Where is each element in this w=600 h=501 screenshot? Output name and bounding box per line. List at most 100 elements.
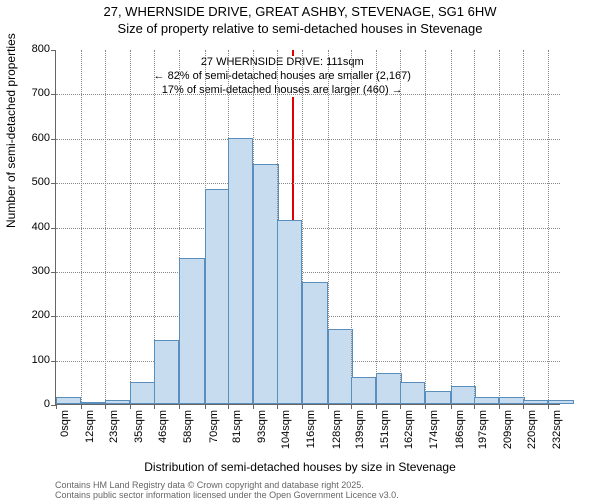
- gridline-v: [499, 50, 500, 404]
- xtick-label: 35sqm: [133, 410, 145, 460]
- ytick-label: 200: [10, 309, 50, 321]
- xtick-mark: [81, 404, 82, 409]
- xtick-mark: [351, 404, 352, 409]
- ytick-mark: [51, 94, 56, 95]
- bar: [81, 402, 106, 404]
- bar: [400, 382, 425, 404]
- bar: [228, 138, 253, 404]
- gridline-h: [56, 228, 560, 229]
- xtick-label: 128sqm: [331, 410, 343, 460]
- xtick-mark: [451, 404, 452, 409]
- gridline-v: [81, 50, 82, 404]
- xtick-label: 232sqm: [551, 410, 563, 460]
- xtick-mark: [105, 404, 106, 409]
- xtick-mark: [205, 404, 206, 409]
- bar: [451, 386, 476, 404]
- xtick-label: 58sqm: [182, 410, 194, 460]
- bar: [105, 400, 130, 404]
- xtick-label: 139sqm: [354, 410, 366, 460]
- bar: [154, 340, 179, 404]
- gridline-v: [425, 50, 426, 404]
- bar: [376, 373, 401, 404]
- bar: [302, 282, 327, 404]
- gridline-v: [451, 50, 452, 404]
- xtick-mark: [425, 404, 426, 409]
- x-axis-label: Distribution of semi-detached houses by …: [0, 460, 600, 474]
- xtick-label: 12sqm: [84, 410, 96, 460]
- xtick-label: 209sqm: [502, 410, 514, 460]
- xtick-label: 23sqm: [108, 410, 120, 460]
- gridline-v: [548, 50, 549, 404]
- xtick-mark: [253, 404, 254, 409]
- ytick-label: 600: [10, 132, 50, 144]
- ytick-mark: [51, 139, 56, 140]
- ytick-mark: [51, 50, 56, 51]
- xtick-mark: [499, 404, 500, 409]
- page-subtitle: Size of property relative to semi-detach…: [0, 21, 600, 36]
- gridline-h: [56, 272, 560, 273]
- xtick-mark: [400, 404, 401, 409]
- ytick-label: 800: [10, 43, 50, 55]
- ytick-mark: [51, 361, 56, 362]
- xtick-label: 174sqm: [428, 410, 440, 460]
- annotation-box: 27 WHERNSIDE DRIVE: 111sqm ← 82% of semi…: [154, 56, 411, 97]
- page-title: 27, WHERNSIDE DRIVE, GREAT ASHBY, STEVEN…: [0, 4, 600, 19]
- xtick-mark: [179, 404, 180, 409]
- ytick-mark: [51, 183, 56, 184]
- bar: [425, 391, 450, 404]
- xtick-mark: [474, 404, 475, 409]
- ytick-label: 400: [10, 221, 50, 233]
- xtick-label: 186sqm: [454, 410, 466, 460]
- gridline-v: [523, 50, 524, 404]
- xtick-label: 220sqm: [526, 410, 538, 460]
- bar: [523, 400, 548, 404]
- bar: [548, 400, 573, 404]
- xtick-label: 70sqm: [208, 410, 220, 460]
- gridline-h: [56, 139, 560, 140]
- xtick-mark: [548, 404, 549, 409]
- bar: [130, 382, 155, 404]
- ytick-mark: [51, 272, 56, 273]
- y-axis-label: Number of semi-detached properties: [4, 33, 18, 228]
- xtick-mark: [328, 404, 329, 409]
- ytick-mark: [51, 316, 56, 317]
- gridline-v: [400, 50, 401, 404]
- xtick-mark: [130, 404, 131, 409]
- ytick-label: 300: [10, 265, 50, 277]
- ytick-label: 700: [10, 87, 50, 99]
- histogram-plot: 27 WHERNSIDE DRIVE: 111sqm ← 82% of semi…: [55, 50, 560, 405]
- gridline-v: [105, 50, 106, 404]
- bar: [205, 189, 230, 404]
- xtick-label: 46sqm: [157, 410, 169, 460]
- annotation-line: 27 WHERNSIDE DRIVE: 111sqm: [154, 56, 411, 70]
- attribution-line: Contains public sector information licen…: [55, 490, 399, 500]
- gridline-v: [130, 50, 131, 404]
- bar: [179, 258, 204, 404]
- ytick-label: 0: [10, 398, 50, 410]
- xtick-mark: [302, 404, 303, 409]
- bar: [474, 397, 499, 404]
- bar: [253, 164, 278, 404]
- attribution-line: Contains HM Land Registry data © Crown c…: [55, 480, 399, 490]
- bar: [351, 377, 376, 404]
- bar: [328, 329, 353, 404]
- xtick-mark: [228, 404, 229, 409]
- ytick-mark: [51, 228, 56, 229]
- xtick-label: 104sqm: [280, 410, 292, 460]
- xtick-mark: [154, 404, 155, 409]
- gridline-v: [351, 50, 352, 404]
- gridline-v: [474, 50, 475, 404]
- ytick-label: 100: [10, 354, 50, 366]
- attribution: Contains HM Land Registry data © Crown c…: [55, 480, 399, 501]
- gridline-h: [56, 94, 560, 95]
- xtick-label: 93sqm: [256, 410, 268, 460]
- xtick-label: 197sqm: [477, 410, 489, 460]
- gridline-h: [56, 183, 560, 184]
- xtick-label: 162sqm: [403, 410, 415, 460]
- xtick-mark: [277, 404, 278, 409]
- xtick-label: 81sqm: [231, 410, 243, 460]
- bar: [277, 220, 302, 404]
- xtick-mark: [376, 404, 377, 409]
- ytick-label: 500: [10, 176, 50, 188]
- bar: [499, 397, 524, 404]
